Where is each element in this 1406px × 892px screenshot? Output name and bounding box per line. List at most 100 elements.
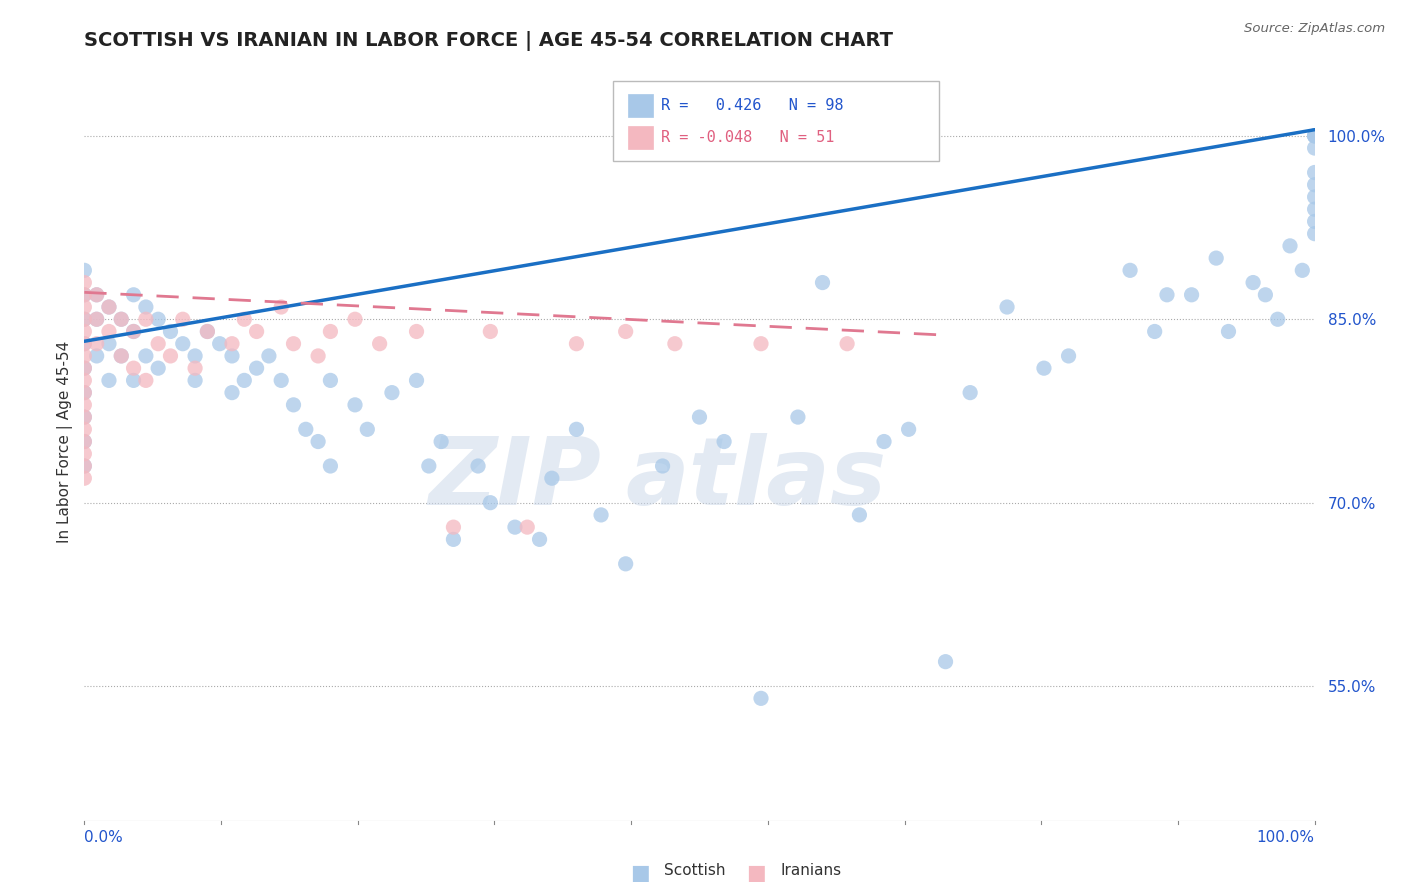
FancyBboxPatch shape	[613, 81, 939, 161]
Point	[356, 422, 378, 436]
Point	[122, 325, 145, 339]
Point	[122, 287, 145, 301]
Point	[233, 312, 256, 326]
Point	[73, 361, 96, 376]
Point	[73, 434, 96, 449]
Point	[73, 325, 96, 339]
Point	[614, 325, 637, 339]
Point	[73, 471, 96, 485]
Point	[1033, 361, 1056, 376]
FancyBboxPatch shape	[628, 126, 652, 149]
Point	[689, 410, 711, 425]
Point	[135, 373, 157, 387]
Point	[344, 312, 367, 326]
Point	[565, 336, 588, 351]
Point	[246, 361, 269, 376]
Point	[541, 471, 564, 485]
Point	[749, 336, 772, 351]
Point	[73, 447, 96, 461]
Point	[159, 349, 181, 363]
Point	[73, 276, 96, 290]
Text: ■: ■	[747, 863, 766, 883]
Point	[529, 533, 551, 547]
Point	[1267, 312, 1289, 326]
Point	[73, 385, 96, 400]
Point	[1119, 263, 1142, 277]
Point	[110, 312, 132, 326]
Point	[270, 373, 292, 387]
Point	[295, 422, 318, 436]
Point	[307, 434, 329, 449]
Point	[1303, 141, 1326, 155]
Point	[86, 336, 108, 351]
Point	[614, 557, 637, 571]
Point	[713, 434, 735, 449]
Point	[319, 458, 342, 473]
Point	[319, 325, 342, 339]
Point	[86, 287, 108, 301]
Point	[1303, 227, 1326, 241]
Point	[221, 385, 243, 400]
Point	[98, 300, 120, 314]
Point	[811, 276, 834, 290]
Point	[381, 385, 404, 400]
Point	[664, 336, 686, 351]
Point	[591, 508, 613, 522]
Point	[368, 336, 391, 351]
Point	[172, 312, 194, 326]
Point	[1218, 325, 1240, 339]
Point	[1303, 128, 1326, 143]
Point	[959, 385, 981, 400]
Point	[344, 398, 367, 412]
Point	[1303, 165, 1326, 179]
Point	[184, 349, 207, 363]
Point	[73, 361, 96, 376]
Text: Source: ZipAtlas.com: Source: ZipAtlas.com	[1244, 22, 1385, 36]
Point	[184, 361, 207, 376]
Text: Scottish: Scottish	[664, 863, 725, 879]
Point	[73, 287, 96, 301]
Point	[197, 325, 219, 339]
Point	[148, 336, 170, 351]
Point	[197, 325, 219, 339]
Point	[148, 361, 170, 376]
Point	[1303, 128, 1326, 143]
Point	[73, 398, 96, 412]
Point	[651, 458, 673, 473]
Point	[565, 422, 588, 436]
Point	[1241, 276, 1264, 290]
Point	[135, 349, 157, 363]
Point	[73, 336, 96, 351]
Point	[283, 398, 305, 412]
Point	[73, 458, 96, 473]
Point	[184, 373, 207, 387]
Point	[86, 349, 108, 363]
Point	[1181, 287, 1204, 301]
Point	[221, 349, 243, 363]
Point	[73, 410, 96, 425]
Point	[172, 336, 194, 351]
Point	[873, 434, 896, 449]
Point	[1303, 214, 1326, 228]
Point	[283, 336, 305, 351]
Point	[86, 312, 108, 326]
Point	[86, 287, 108, 301]
Point	[73, 312, 96, 326]
Point	[319, 373, 342, 387]
Point	[1254, 287, 1277, 301]
Point	[897, 422, 920, 436]
Point	[443, 533, 465, 547]
Text: 0.0%: 0.0%	[84, 830, 124, 846]
Point	[73, 410, 96, 425]
Point	[1303, 178, 1326, 192]
Point	[1303, 190, 1326, 204]
Text: atlas: atlas	[626, 434, 887, 525]
Point	[233, 373, 256, 387]
Point	[1143, 325, 1166, 339]
Point	[270, 300, 292, 314]
Point	[110, 349, 132, 363]
Point	[479, 325, 502, 339]
Point	[73, 349, 96, 363]
Point	[430, 434, 453, 449]
Point	[1205, 251, 1227, 265]
